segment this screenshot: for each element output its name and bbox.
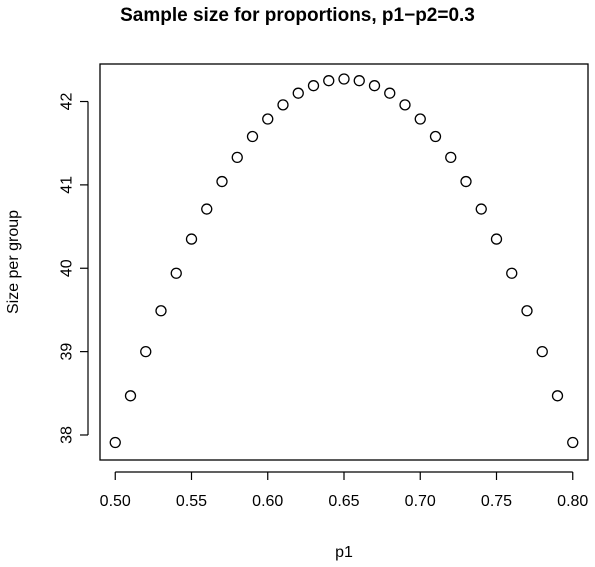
y-axis-label: Size per group — [5, 210, 22, 314]
data-point — [445, 151, 457, 164]
x-tick-label: 0.65 — [328, 493, 359, 510]
data-point — [124, 390, 137, 402]
y-tick-label: 38 — [59, 426, 76, 444]
x-tick-label: 0.55 — [176, 493, 207, 510]
data-point — [384, 87, 396, 99]
x-tick-label: 0.80 — [557, 493, 588, 510]
data-point — [567, 436, 579, 449]
x-tick-label: 0.70 — [405, 493, 436, 510]
data-point — [140, 345, 152, 358]
x-axis-label: p1 — [335, 544, 353, 561]
data-point — [475, 203, 487, 215]
data-point — [429, 130, 442, 143]
x-tick-label: 0.60 — [252, 493, 283, 510]
data-point — [460, 175, 472, 188]
x-axis: 0.50 0.55 0.60 0.65 0.70 0.75 0.80 — [100, 471, 588, 510]
data-point — [399, 99, 411, 111]
plot-frame — [99, 63, 589, 461]
data-point — [170, 267, 182, 279]
y-tick-label: 42 — [59, 93, 76, 111]
data-points — [109, 73, 579, 449]
data-point — [246, 130, 259, 143]
data-point — [231, 151, 243, 164]
data-point — [414, 113, 426, 125]
data-point — [490, 233, 503, 245]
data-point — [109, 436, 121, 449]
y-tick-label: 39 — [59, 343, 76, 361]
data-point — [307, 80, 320, 92]
data-point — [292, 87, 304, 99]
x-tick-label: 0.50 — [100, 493, 131, 510]
data-point — [521, 305, 533, 317]
data-point — [506, 267, 518, 279]
y-tick-label: 40 — [59, 259, 76, 277]
data-point — [262, 113, 274, 125]
y-axis: 38 39 40 41 42 — [59, 93, 89, 444]
data-point — [323, 75, 335, 87]
data-point — [201, 203, 213, 215]
data-point — [277, 99, 289, 111]
data-point — [185, 233, 198, 245]
data-point — [368, 80, 381, 92]
data-point — [536, 345, 548, 358]
y-tick-label: 41 — [59, 176, 76, 194]
data-point — [155, 305, 167, 317]
data-point — [338, 73, 350, 85]
data-point — [551, 390, 564, 402]
data-point — [216, 175, 228, 188]
chart-title: Sample size for proportions, p1−p2=0.3 — [120, 5, 475, 26]
data-point — [353, 75, 365, 87]
x-tick-label: 0.75 — [481, 493, 512, 510]
